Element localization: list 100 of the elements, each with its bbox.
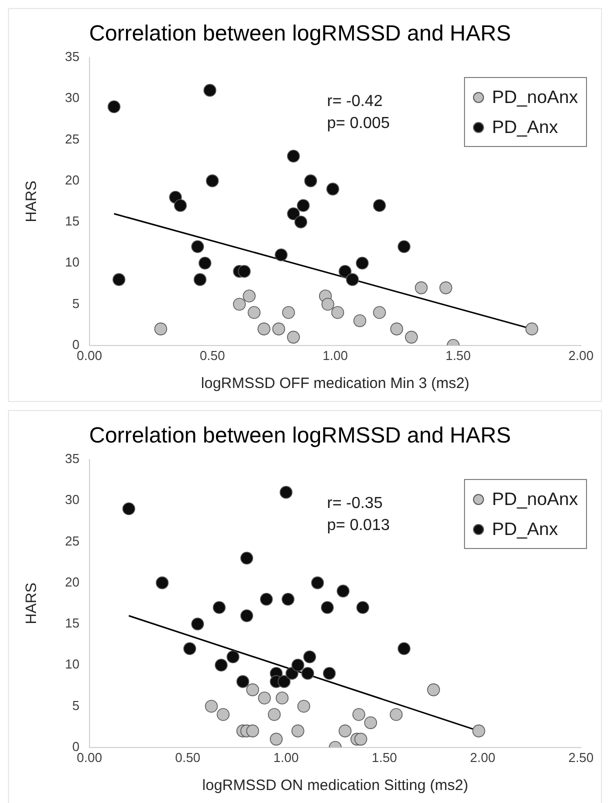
point xyxy=(352,708,366,721)
point xyxy=(427,683,440,696)
point xyxy=(373,306,386,319)
point xyxy=(246,724,260,738)
x-tick-label: 2.00 xyxy=(470,750,496,765)
point xyxy=(270,732,283,746)
point xyxy=(198,256,212,270)
point xyxy=(191,618,204,630)
y-tick-label: 30 xyxy=(64,492,80,508)
point xyxy=(525,322,538,336)
point xyxy=(122,502,136,516)
point xyxy=(320,601,334,614)
y-axis-title: HARS xyxy=(23,180,40,222)
point xyxy=(236,675,250,688)
point xyxy=(338,724,352,738)
point xyxy=(183,642,196,656)
point xyxy=(240,552,254,565)
x-tick-label: 1.50 xyxy=(372,750,398,765)
point xyxy=(291,724,304,738)
y-tick-label: 15 xyxy=(64,616,80,631)
x-axis-title: logRMSSD OFF medication Min 3 (ms2) xyxy=(201,375,470,392)
point xyxy=(260,592,273,606)
y-tick-label: 10 xyxy=(64,254,80,270)
point xyxy=(240,609,254,622)
point xyxy=(287,150,300,163)
annotation: p= 0.005 xyxy=(327,114,390,134)
point xyxy=(398,240,410,254)
point xyxy=(282,306,295,319)
point xyxy=(303,650,316,664)
x-tick-label: 0.00 xyxy=(76,348,102,363)
point xyxy=(258,322,270,336)
y-tick-label: 5 xyxy=(72,296,80,311)
point xyxy=(112,273,126,286)
y-tick-label: 35 xyxy=(64,450,80,466)
point xyxy=(203,84,216,97)
chart-title: Correlation between logRMSSD and HARS xyxy=(89,422,511,448)
point xyxy=(214,658,228,672)
y-tick-label: 0 xyxy=(72,336,80,352)
point xyxy=(311,576,324,590)
point xyxy=(287,207,300,220)
legend-label: PD_noAnx xyxy=(492,86,578,109)
point xyxy=(242,290,256,302)
point xyxy=(326,182,340,196)
x-tick-label: 0.50 xyxy=(175,750,200,765)
x-tick-label: 2.50 xyxy=(568,750,594,765)
annotation: r= -0.35 xyxy=(327,494,384,514)
annotation: r= -0.42 xyxy=(327,92,384,112)
point xyxy=(364,716,378,730)
point xyxy=(321,298,334,311)
point xyxy=(274,248,288,262)
y-tick-label: 25 xyxy=(64,533,80,548)
point xyxy=(294,216,308,228)
point xyxy=(373,199,386,212)
point xyxy=(405,330,418,344)
point xyxy=(287,330,300,344)
point xyxy=(191,240,204,254)
point xyxy=(297,700,310,713)
point xyxy=(304,174,318,188)
y-tick-label: 20 xyxy=(64,574,80,590)
point xyxy=(154,322,168,336)
point xyxy=(226,650,240,664)
y-axis-title: HARS xyxy=(23,582,40,624)
x-tick-label: 0.50 xyxy=(200,348,225,363)
point xyxy=(258,692,271,704)
annotation: p= 0.013 xyxy=(327,516,390,536)
y-tick-label: 25 xyxy=(64,131,80,146)
point xyxy=(414,281,428,294)
point xyxy=(216,708,230,721)
point xyxy=(238,264,251,278)
point xyxy=(194,273,206,286)
point xyxy=(156,576,169,590)
point xyxy=(338,264,352,278)
x-tick-label: 1.00 xyxy=(273,750,299,765)
point xyxy=(280,486,292,499)
point xyxy=(354,732,368,746)
point xyxy=(291,658,304,672)
point xyxy=(296,199,310,212)
x-tick-label: 2.00 xyxy=(568,348,594,363)
point xyxy=(206,174,219,188)
point xyxy=(278,675,291,688)
point xyxy=(322,666,336,680)
x-tick-label: 1.00 xyxy=(322,348,348,363)
point xyxy=(204,700,218,713)
y-tick-label: 0 xyxy=(72,738,80,754)
point xyxy=(174,199,187,212)
point xyxy=(356,256,369,270)
point xyxy=(248,306,261,319)
y-tick-label: 15 xyxy=(64,214,80,229)
y-tick-label: 5 xyxy=(72,698,80,713)
point xyxy=(472,724,486,738)
point xyxy=(301,666,314,680)
legend-label: PD_Anx xyxy=(492,116,558,139)
x-axis-title: logRMSSD ON medication Sitting (ms2) xyxy=(202,777,468,794)
point xyxy=(390,708,403,721)
chart-title: Correlation between logRMSSD and HARS xyxy=(89,20,511,46)
point xyxy=(108,100,120,114)
y-tick-label: 30 xyxy=(64,90,80,106)
point xyxy=(346,273,359,286)
point xyxy=(439,281,452,294)
point xyxy=(276,692,289,704)
